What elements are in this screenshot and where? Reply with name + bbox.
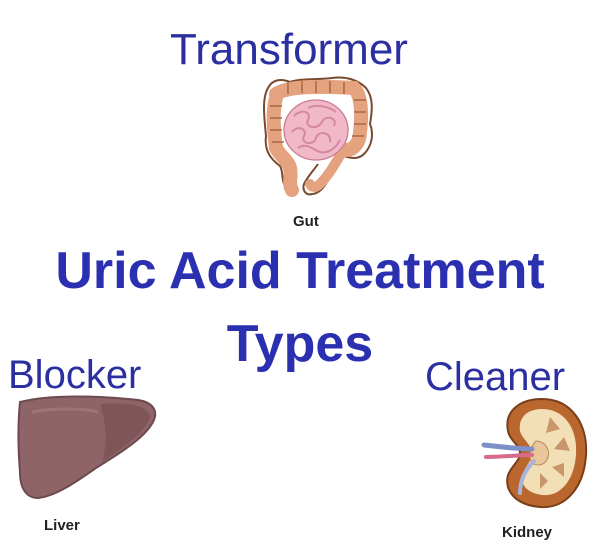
blocker-label: Blocker [8,353,142,397]
kidney-icon [481,397,588,509]
liver-icon [17,395,157,500]
transformer-label: Transformer [170,25,408,74]
intestine-icon [263,76,373,197]
gut-caption: Gut [293,213,319,230]
main-title-line-2: Types [226,315,374,373]
liver-caption: Liver [44,517,80,534]
kidney-caption: Kidney [502,524,553,541]
cleaner-label: Cleaner [425,355,566,399]
main-title-line-1: Uric Acid Treatment [55,242,545,300]
